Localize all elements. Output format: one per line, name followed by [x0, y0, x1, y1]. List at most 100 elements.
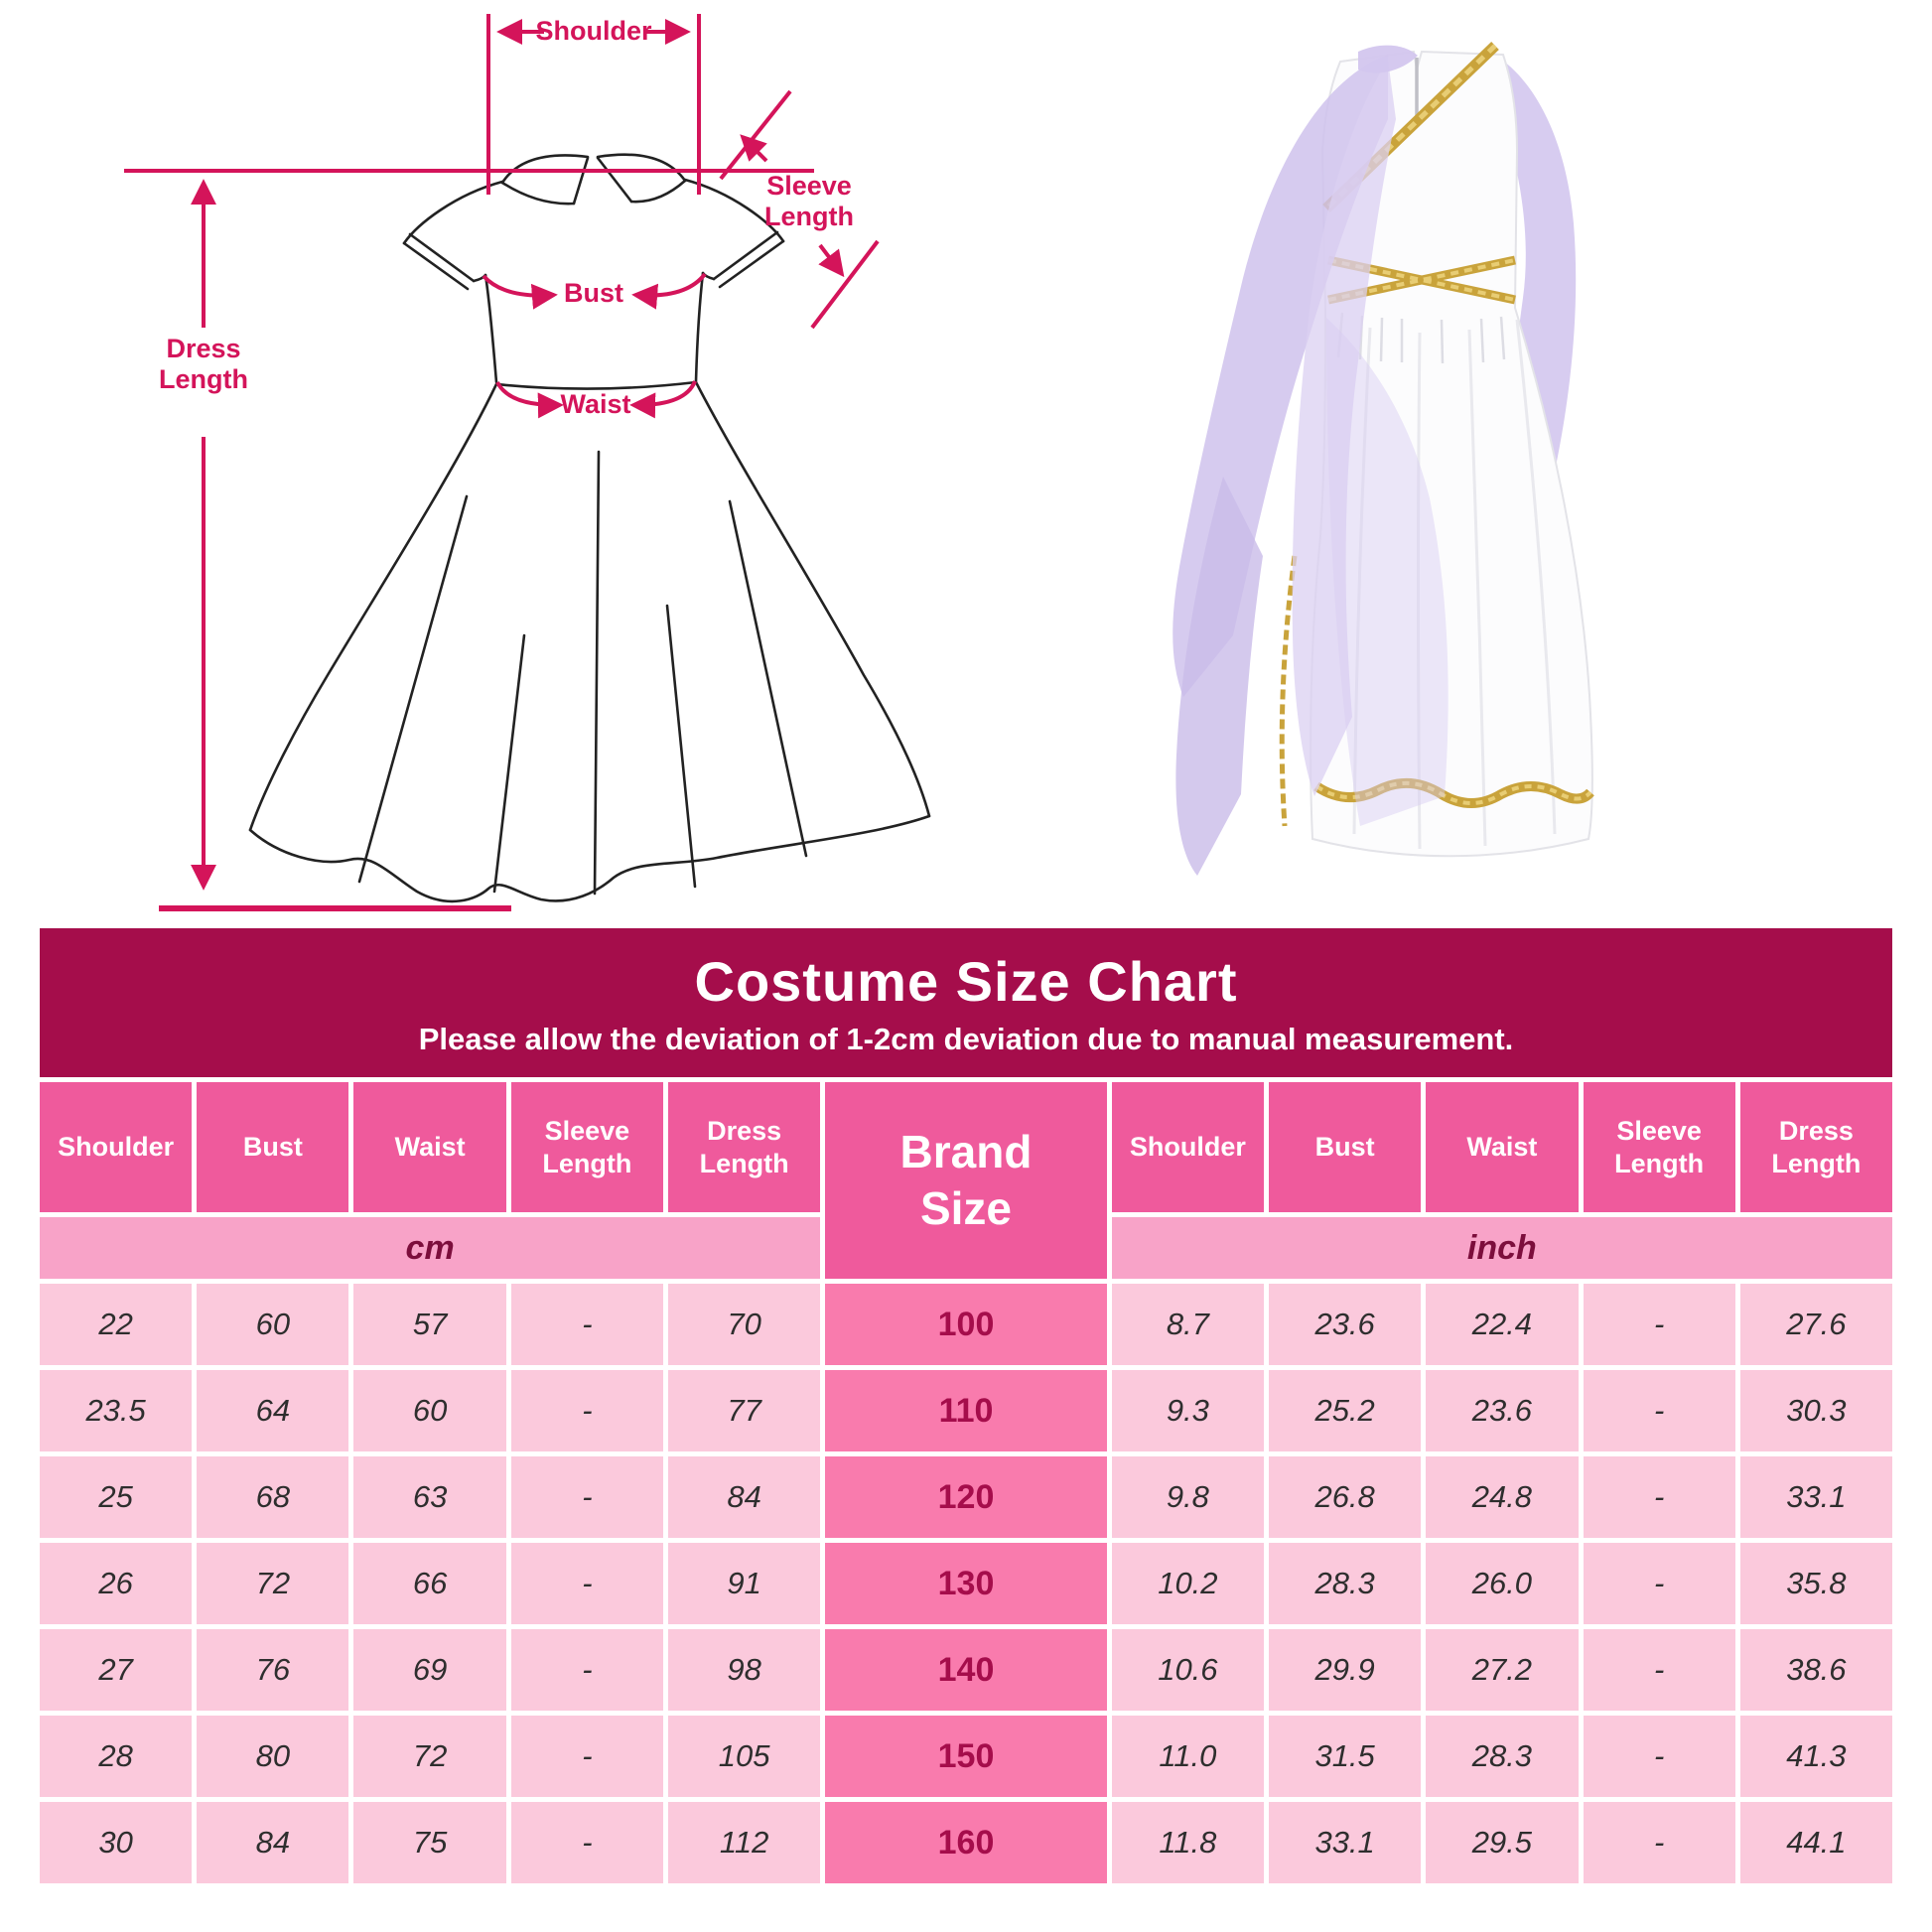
header-cell-inch-waist: Waist: [1426, 1082, 1579, 1212]
cell-cm: 69: [353, 1629, 506, 1711]
cell-brand-size: 160: [825, 1802, 1107, 1883]
cell-inch: 10.2: [1111, 1543, 1264, 1624]
left-tulle-inner: [1292, 60, 1396, 796]
cell-inch: 35.8: [1739, 1543, 1892, 1624]
cell-cm: 84: [197, 1802, 349, 1883]
cell-brand-size: 140: [825, 1629, 1107, 1711]
skirt-pleats: [1352, 319, 1557, 850]
cell-inch: 33.1: [1269, 1802, 1422, 1883]
cell-inch: -: [1583, 1802, 1735, 1883]
size-chart: Costume Size Chart Please allow the devi…: [40, 928, 1892, 1883]
cell-inch: 33.1: [1739, 1456, 1892, 1538]
brand-size-label: Brand Size: [899, 1125, 1033, 1235]
cell-cm: -: [510, 1370, 663, 1451]
cell-cm: 68: [197, 1456, 349, 1538]
cell-inch: -: [1583, 1284, 1735, 1365]
cell-cm: 66: [353, 1543, 506, 1624]
unit-cell-cm: cm: [40, 1217, 821, 1279]
bust-label: Bust: [564, 278, 623, 308]
cell-cm: 22: [40, 1284, 193, 1365]
cell-brand-size: 150: [825, 1716, 1107, 1797]
cell-cm: -: [510, 1543, 663, 1624]
cell-cm: 84: [667, 1456, 821, 1538]
cell-inch: 30.3: [1739, 1370, 1892, 1451]
cell-inch: 26.0: [1426, 1543, 1579, 1624]
cell-inch: 28.3: [1426, 1716, 1579, 1797]
cell-cm: 60: [353, 1370, 506, 1451]
size-chart-subtitle: Please allow the deviation of 1-2cm devi…: [418, 1021, 1514, 1056]
cell-cm: 57: [353, 1284, 506, 1365]
waist-measure-arcs: [495, 380, 697, 419]
cell-cm: 28: [40, 1716, 193, 1797]
cell-cm: -: [510, 1802, 663, 1883]
cell-brand-size: 120: [825, 1456, 1107, 1538]
shoulder-tulle-knot: [1358, 45, 1418, 73]
cell-inch: -: [1583, 1629, 1735, 1711]
cell-inch: -: [1583, 1716, 1735, 1797]
size-chart-header-band: Costume Size Chart Please allow the devi…: [40, 928, 1892, 1077]
cell-cm: 70: [667, 1284, 821, 1365]
size-chart-table: Shoulder Bust Waist Sleeve Length Dress …: [40, 1082, 1892, 1883]
header-cell-inch-sleeve-length: Sleeve Length: [1583, 1082, 1735, 1212]
shoulder-measure-lines: [486, 14, 701, 195]
slit-gold-trim: [1279, 555, 1298, 827]
cell-cm: 105: [667, 1716, 821, 1797]
brand-size-cell: Brand Size: [825, 1082, 1107, 1279]
cell-cm: 112: [667, 1802, 821, 1883]
cell-inch: 38.6: [1739, 1629, 1892, 1711]
size-chart-title: Costume Size Chart: [694, 949, 1238, 1013]
cell-inch: 25.2: [1269, 1370, 1422, 1451]
header-cell-inch-shoulder: Shoulder: [1111, 1082, 1264, 1212]
header-cell-cm-sleeve-length: Sleeve Length: [510, 1082, 663, 1212]
cell-cm: 72: [197, 1543, 349, 1624]
cell-cm: 30: [40, 1802, 193, 1883]
cell-inch: 29.9: [1269, 1629, 1422, 1711]
cell-cm: -: [510, 1716, 663, 1797]
cell-inch: 24.8: [1426, 1456, 1579, 1538]
cell-inch: 9.3: [1111, 1370, 1264, 1451]
cell-inch: 23.6: [1426, 1370, 1579, 1451]
cell-inch: 27.6: [1739, 1284, 1892, 1365]
cell-inch: 28.3: [1269, 1543, 1422, 1624]
cell-cm: 98: [667, 1629, 821, 1711]
cell-cm: 63: [353, 1456, 506, 1538]
top-section: Shoulder Sleeve Length Bust Waist Dress …: [0, 0, 1932, 928]
cell-brand-size: 110: [825, 1370, 1107, 1451]
left-tulle-tail: [1175, 477, 1263, 876]
header-cell-cm-dress-length: Dress Length: [667, 1082, 821, 1212]
cell-inch: 8.7: [1111, 1284, 1264, 1365]
cell-inch: 26.8: [1269, 1456, 1422, 1538]
cell-cm: -: [510, 1456, 663, 1538]
cell-cm: 26: [40, 1543, 193, 1624]
dress-outline-drawing: [248, 153, 931, 903]
cell-cm: 60: [197, 1284, 349, 1365]
header-cell-cm-bust: Bust: [197, 1082, 349, 1212]
header-cell-cm-waist: Waist: [353, 1082, 506, 1212]
cell-brand-size: 100: [825, 1284, 1107, 1365]
cell-cm: -: [510, 1629, 663, 1711]
cell-inch: 11.0: [1111, 1716, 1264, 1797]
cell-inch: 9.8: [1111, 1456, 1264, 1538]
cell-inch: 22.4: [1426, 1284, 1579, 1365]
bust-measure-arcs: [482, 272, 707, 310]
cell-inch: -: [1583, 1370, 1735, 1451]
header-cell-inch-dress-length: Dress Length: [1739, 1082, 1892, 1212]
sleeve-length-label: Sleeve Length: [764, 171, 854, 232]
measurement-diagram: [124, 14, 931, 911]
cell-cm: 91: [667, 1543, 821, 1624]
cell-cm: -: [510, 1284, 663, 1365]
cell-cm: 25: [40, 1456, 193, 1538]
cell-inch: -: [1583, 1543, 1735, 1624]
waist-label: Waist: [560, 389, 631, 419]
unit-cell-inch: inch: [1111, 1217, 1892, 1279]
cell-inch: 44.1: [1739, 1802, 1892, 1883]
dress-length-label: Dress Length: [159, 334, 248, 395]
dress-length-measure-lines: [124, 169, 814, 911]
cell-cm: 80: [197, 1716, 349, 1797]
cell-cm: 76: [197, 1629, 349, 1711]
cell-cm: 77: [667, 1370, 821, 1451]
cell-cm: 23.5: [40, 1370, 193, 1451]
cell-cm: 27: [40, 1629, 193, 1711]
shoulder-label: Shoulder: [535, 16, 652, 46]
